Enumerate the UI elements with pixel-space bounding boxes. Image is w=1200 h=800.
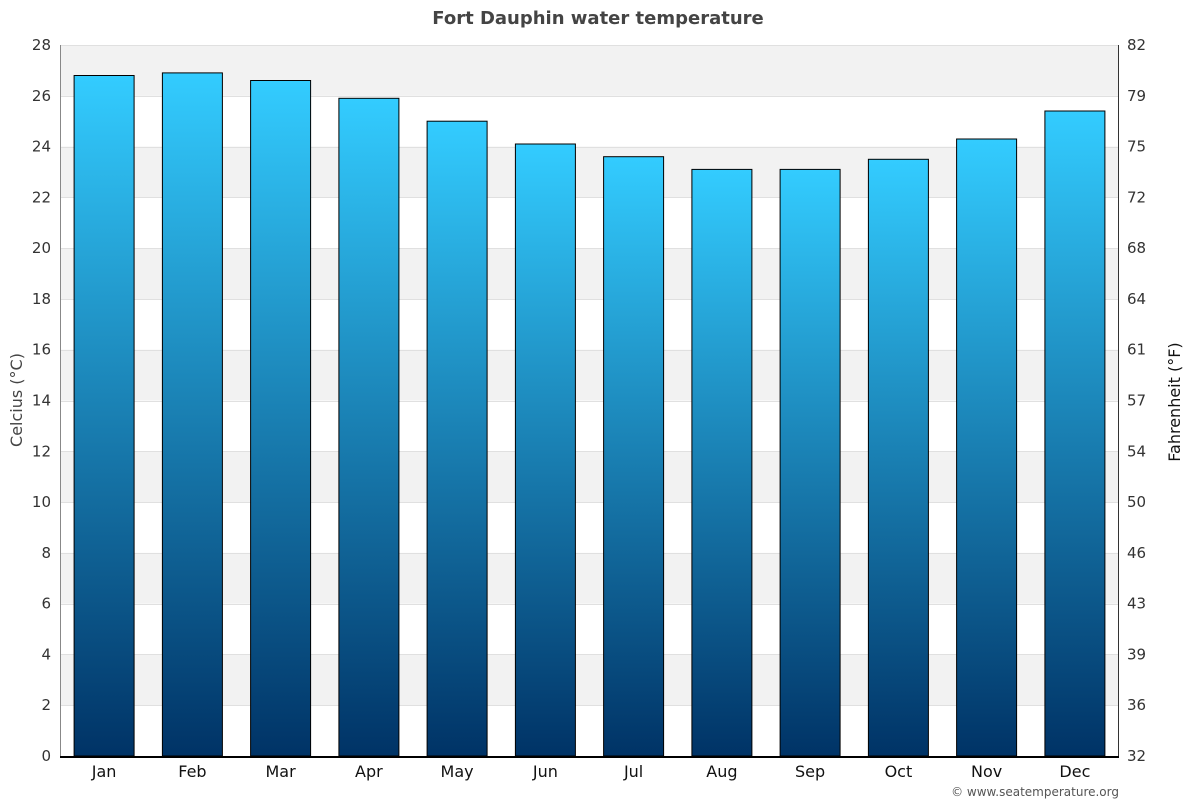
grid-bands [60,45,1119,706]
x-tick-aug: Aug [706,762,737,781]
y-tick-right-13: 79 [1127,87,1146,105]
bar-aug [691,168,753,757]
y-tick-right-6: 54 [1127,442,1146,460]
y-tick-right-5: 50 [1127,493,1146,511]
y-tick-left-11: 22 [32,188,51,206]
x-tick-jan: Jan [91,762,117,781]
bars [73,72,1106,757]
x-tick-feb: Feb [178,762,206,781]
bar-may [426,120,488,757]
x-tick-jun: Jun [532,762,558,781]
y-tick-left-9: 18 [32,290,51,308]
y-tick-right-3: 43 [1127,595,1146,613]
y-tick-left-13: 26 [32,87,51,105]
grid-band [60,45,1119,96]
y-tick-left-1: 2 [41,696,51,714]
bar-oct [867,158,929,757]
x-tick-jul: Jul [623,762,643,781]
axes [60,45,1119,758]
y-tick-left-5: 10 [32,493,51,511]
x-tick-mar: Mar [266,762,297,781]
grid-band [60,349,1119,401]
y-tick-right-4: 46 [1127,544,1146,562]
y-tick-right-10: 68 [1127,239,1146,257]
bar-dec [1044,110,1106,757]
x-tick-may: May [441,762,474,781]
bar-jan [73,75,135,757]
y-tick-right-8: 61 [1127,341,1146,359]
grid-band [60,451,1119,503]
y-tick-right-1: 36 [1127,696,1146,714]
x-tick-oct: Oct [885,762,913,781]
y-tick-left-7: 14 [32,392,51,410]
grid-band [60,146,1119,198]
bar-feb [161,72,223,757]
grid-band [60,654,1119,706]
bar-mar [250,80,312,757]
x-tick-dec: Dec [1059,762,1090,781]
y-tick-left-12: 24 [32,138,51,156]
x-tick-sep: Sep [795,762,825,781]
y-tick-right-12: 75 [1127,138,1146,156]
y-tick-left-3: 6 [41,595,51,613]
grid-band [60,248,1119,299]
y-axis-label-right: Fahrenheit (°F) [1165,342,1184,461]
bar-sep [779,168,841,757]
y-tick-left-4: 8 [41,544,51,562]
y-tick-left-10: 20 [32,239,51,257]
y-tick-left-2: 4 [41,645,51,663]
bar-nov [956,138,1018,757]
y-tick-right-11: 72 [1127,188,1146,206]
y-tick-right-9: 64 [1127,290,1146,308]
grid-band [60,552,1119,604]
y-tick-right-0: 32 [1127,747,1146,765]
bar-jul [603,156,665,757]
x-tick-apr: Apr [355,762,383,781]
y-tick-right-2: 39 [1127,645,1146,663]
chart-title: Fort Dauphin water temperature [432,8,763,29]
bar-apr [338,97,400,757]
y-axis-label-left: Celcius (°C) [7,353,26,447]
credit-text: © www.seatemperature.org [951,785,1119,799]
right-tick-labels: 32 36 39 43 46 50 54 57 61 64 68 72 75 79 82 [1127,36,1146,765]
bar-jun [514,143,576,757]
y-tick-left-14: 28 [32,36,51,54]
category-labels: Jan Feb Mar Apr May Jun Jul Aug Sep Oct Nov Dec [91,762,1091,781]
y-tick-right-14: 82 [1127,36,1146,54]
y-tick-left-6: 12 [32,442,51,460]
grid-lines [60,45,1119,706]
y-tick-left-0: 0 [41,747,51,765]
y-tick-left-8: 16 [32,341,51,359]
y-tick-right-7: 57 [1127,392,1146,410]
x-tick-nov: Nov [971,762,1002,781]
